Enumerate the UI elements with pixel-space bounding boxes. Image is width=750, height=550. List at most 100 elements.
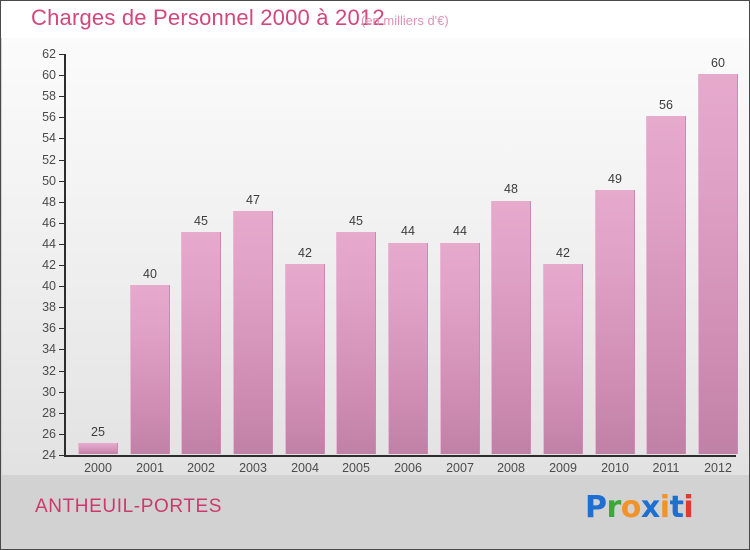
bar-column[interactable]: 47: [233, 194, 273, 454]
y-axis-tick-label: 24: [42, 447, 56, 462]
chart-footer: ANTHEUIL-PORTES Proxiti: [2, 475, 749, 549]
y-axis-tick-label: 44: [42, 236, 56, 251]
logo-letter: i: [659, 490, 670, 525]
bar-value-label: 44: [453, 224, 467, 239]
bar-value-label: 42: [298, 245, 312, 260]
bar-value-label: 48: [504, 182, 518, 197]
y-axis-tick: [59, 455, 65, 456]
bar-column[interactable]: 25: [78, 426, 118, 454]
bar[interactable]: [388, 242, 428, 454]
y-axis-tick: [59, 412, 65, 414]
bar-value-label: 25: [91, 424, 105, 439]
bar-value-label: 44: [401, 224, 415, 239]
bar[interactable]: [440, 242, 480, 454]
y-axis-tick-label: 36: [42, 321, 56, 336]
y-axis-tick-label: 50: [42, 173, 56, 188]
y-axis-tick: [59, 180, 65, 182]
bar-column[interactable]: 48: [491, 183, 531, 454]
bar[interactable]: [698, 74, 738, 454]
y-axis-tick-label: 62: [42, 46, 56, 61]
bar-column[interactable]: 49: [595, 173, 635, 454]
x-axis-tick-label: 2003: [239, 461, 267, 475]
y-axis-tick-label: 28: [42, 405, 56, 420]
x-axis-tick-label: 2001: [136, 461, 164, 475]
y-axis-tick-label: 30: [42, 384, 56, 399]
y-axis-tick-label: 34: [42, 342, 56, 357]
bar[interactable]: [78, 443, 118, 454]
y-axis-tick: [59, 349, 65, 351]
bar-column[interactable]: 60: [698, 57, 738, 454]
chart-header: Charges de Personnel 2000 à 2012 (en mil…: [1, 1, 749, 38]
y-axis-tick: [59, 286, 65, 288]
bar-value-label: 42: [556, 245, 570, 260]
bar-value-label: 45: [194, 213, 208, 228]
place-name: ANTHEUIL-PORTES: [35, 496, 223, 517]
y-axis-tick: [59, 54, 65, 55]
x-axis-tick-label: 2011: [652, 461, 680, 475]
x-axis-tick-label: 2012: [704, 461, 732, 475]
bar-value-label: 47: [246, 192, 260, 207]
bar-column[interactable]: 45: [181, 215, 221, 454]
bar[interactable]: [543, 264, 583, 454]
y-axis-tick-label: 48: [42, 194, 56, 209]
bar-value-label: 45: [349, 213, 363, 228]
y-axis-tick-label: 54: [42, 131, 56, 146]
y-axis-tick: [59, 243, 65, 245]
plot-area: 24 26 28 30 32 34 36 38 40 42 44 46 48 50 52 54 56 58 60 62…: [42, 48, 738, 474]
y-axis-tick: [59, 265, 65, 267]
bar-column[interactable]: 42: [543, 247, 583, 454]
y-axis-tick: [59, 307, 65, 309]
x-axis-tick-label: 2010: [601, 461, 629, 475]
bar-column[interactable]: 45: [336, 215, 376, 454]
x-axis-tick-label: 2009: [549, 461, 577, 475]
bar-column[interactable]: 40: [130, 268, 170, 454]
bar[interactable]: [336, 232, 376, 454]
bar[interactable]: [646, 116, 686, 454]
logo-letter: t: [669, 490, 684, 525]
bar-value-label: 40: [143, 266, 157, 281]
x-axis-tick-label: 2005: [342, 461, 370, 475]
bar[interactable]: [285, 264, 325, 454]
y-axis-tick: [59, 433, 65, 435]
x-axis-tick-label: 2008: [497, 461, 525, 475]
x-axis-line: [64, 455, 736, 457]
y-axis-tick: [59, 391, 65, 393]
y-axis-tick-label: 42: [42, 257, 56, 272]
bar-value-label: 56: [659, 97, 673, 112]
page-subtitle: (en milliers d'€): [361, 13, 449, 28]
y-axis-tick: [59, 222, 65, 224]
y-axis-line: [64, 54, 66, 457]
y-axis-tick-label: 52: [42, 152, 56, 167]
x-axis-tick-label: 2004: [291, 461, 319, 475]
y-axis-tick-label: 60: [42, 67, 56, 82]
logo-letter: x: [640, 490, 660, 525]
x-axis-tick-label: 2002: [187, 461, 215, 475]
y-axis-tick-label: 40: [42, 278, 56, 293]
y-axis-tick: [59, 96, 65, 98]
bar-column[interactable]: 44: [388, 225, 428, 454]
y-axis-tick: [59, 370, 65, 372]
bar-value-label: 49: [608, 171, 622, 186]
y-axis-tick-label: 38: [42, 300, 56, 314]
proxiti-logo[interactable]: Proxiti: [585, 490, 694, 525]
bar-column[interactable]: 42: [285, 247, 325, 454]
bar[interactable]: [491, 200, 531, 454]
y-axis-tick-label: 26: [42, 426, 56, 441]
y-axis-tick-label: 46: [42, 215, 56, 230]
y-axis-tick-label: 32: [42, 363, 56, 378]
y-axis-tick: [59, 75, 65, 77]
bar-column[interactable]: 44: [440, 225, 480, 454]
bar[interactable]: [233, 211, 273, 454]
y-axis-tick: [59, 138, 65, 140]
bar-column[interactable]: 56: [646, 99, 686, 454]
y-axis-tick-label: 58: [42, 88, 56, 103]
bar[interactable]: [595, 190, 635, 454]
logo-letter: r: [606, 490, 622, 525]
y-axis-tick: [59, 328, 65, 330]
y-axis-tick: [59, 159, 65, 161]
bar[interactable]: [130, 285, 170, 454]
page-title: Charges de Personnel 2000 à 2012: [31, 5, 385, 30]
bar[interactable]: [181, 232, 221, 454]
bar-value-label: 60: [711, 55, 725, 70]
